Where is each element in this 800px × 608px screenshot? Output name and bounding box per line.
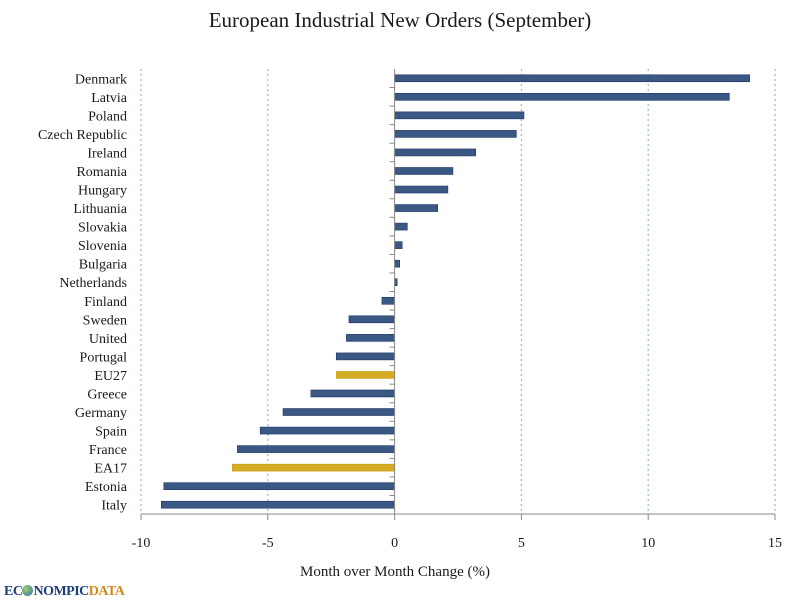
bar-finland <box>381 296 395 305</box>
category-label: Germany <box>75 406 127 421</box>
x-tick-label: 10 <box>641 536 655 551</box>
category-label: Finland <box>84 295 127 310</box>
category-label: Greece <box>87 387 127 402</box>
category-label: Czech Republic <box>38 128 127 143</box>
bar-czech-republic <box>394 130 517 138</box>
bar-eu27 <box>335 371 395 379</box>
category-label: Slovenia <box>78 239 128 254</box>
gridlines <box>140 69 776 514</box>
bar-ea17 <box>231 463 395 472</box>
category-label: Bulgaria <box>79 258 128 273</box>
tick-labels: -10 -5 0 5 10 15 <box>132 536 782 551</box>
category-label: Poland <box>88 109 127 124</box>
x-tick-label: -5 <box>262 536 274 551</box>
bar-denmark <box>394 74 750 83</box>
category-label: Sweden <box>83 313 127 328</box>
logo-text-ec: EC <box>4 584 23 599</box>
category-label: Ireland <box>87 146 127 161</box>
logo-text-data: DATA <box>88 584 125 599</box>
bar-sweden <box>348 315 395 324</box>
category-label: Romania <box>76 165 127 180</box>
axes <box>140 69 776 520</box>
x-tick-label: -10 <box>132 536 151 551</box>
bar-poland <box>394 111 525 120</box>
category-labels: Denmark Latvia Poland Czech Republic Ireland… <box>38 72 128 513</box>
globe-icon <box>22 585 34 596</box>
bar-united <box>346 334 395 342</box>
logo-text-nompic: NOMPIC <box>33 584 89 599</box>
bar-bulgaria <box>394 259 400 268</box>
category-label: Latvia <box>91 91 128 106</box>
bar-estonia <box>163 482 395 490</box>
bar-france <box>237 445 395 453</box>
category-label: Lithuania <box>73 202 127 217</box>
bar-lithuania <box>394 204 439 212</box>
bar-greece <box>310 389 395 398</box>
category-label: Portugal <box>80 350 128 365</box>
bar-hungary <box>394 185 449 194</box>
category-label: Netherlands <box>59 276 127 291</box>
bar-germany <box>282 408 395 416</box>
category-label: Hungary <box>78 184 127 199</box>
category-label: United <box>89 332 127 347</box>
category-label: France <box>89 443 127 458</box>
bar-latvia <box>394 93 730 101</box>
category-label: Italy <box>101 499 127 514</box>
bar-romania <box>394 167 454 175</box>
chart-title: European Industrial New Orders (Septembe… <box>208 8 592 32</box>
bar-portugal <box>335 352 395 361</box>
bar-italy <box>160 500 395 509</box>
economicdata-logo: EC NOMPICDATA <box>4 584 125 600</box>
bar-slovakia <box>394 222 408 231</box>
bars <box>160 74 750 509</box>
category-label: EA17 <box>94 462 127 477</box>
category-label: Denmark <box>75 72 127 87</box>
category-label: Slovakia <box>78 221 128 236</box>
bar-spain <box>259 426 395 435</box>
category-label: Spain <box>95 425 127 440</box>
bar-slovenia <box>394 241 403 249</box>
category-label: EU27 <box>94 369 127 384</box>
x-tick-label: 5 <box>518 536 525 551</box>
bar-ireland <box>394 148 477 157</box>
x-tick-label: 0 <box>391 536 398 551</box>
x-axis-label: Month over Month Change (%) <box>300 564 490 580</box>
category-label: Estonia <box>85 480 128 495</box>
x-tick-label: 15 <box>768 536 782 551</box>
